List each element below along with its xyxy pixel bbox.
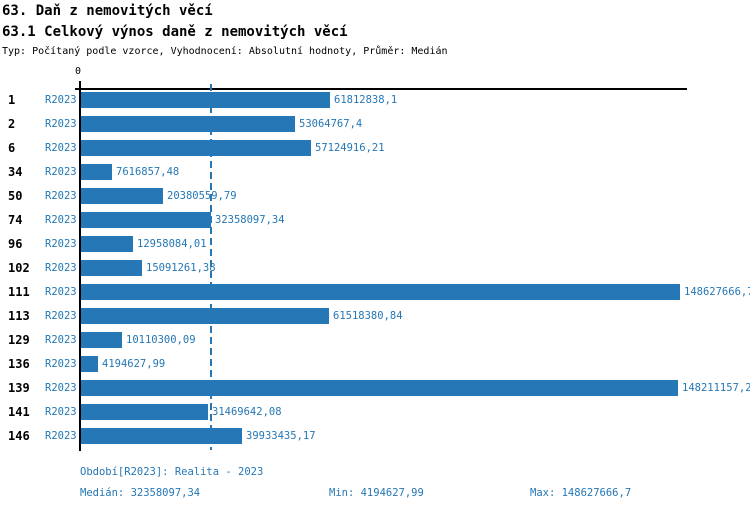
chart-row: 113 R2023 61518380,84 (0, 308, 750, 324)
row-series-label: R2023 (45, 310, 77, 322)
row-category-label: 96 (8, 237, 23, 251)
x-axis-line (75, 88, 687, 90)
row-series-label: R2023 (45, 94, 77, 106)
bar (81, 428, 242, 444)
chart-row: 139 R2023 148211157,2 (0, 380, 750, 396)
chart-row: 34 R2023 7616857,48 (0, 164, 750, 180)
bar-value-label: 53064767,4 (299, 118, 363, 130)
bar (81, 356, 98, 372)
row-series-label: R2023 (45, 430, 77, 442)
row-series-label: R2023 (45, 262, 77, 274)
bar (81, 308, 329, 324)
y-axis-line (79, 81, 81, 451)
bar (81, 236, 133, 252)
chart-row: 102 R2023 15091261,38 (0, 260, 750, 276)
row-series-label: R2023 (45, 118, 77, 130)
row-category-label: 102 (8, 261, 30, 275)
row-series-label: R2023 (45, 382, 77, 394)
bar-value-label: 31469642,08 (212, 406, 282, 418)
bar-value-label: 20380559,79 (167, 190, 237, 202)
row-category-label: 136 (8, 357, 30, 371)
bar (81, 92, 330, 108)
row-category-label: 6 (8, 141, 16, 155)
report-subtitle: 63.1 Celkový výnos daně z nemovitých věc… (2, 24, 348, 40)
report-meta: Typ: Počítaný podle vzorce, Vyhodnocení:… (2, 46, 448, 57)
row-series-label: R2023 (45, 166, 77, 178)
min-label: Min: 4194627,99 (329, 487, 424, 499)
bar-value-label: 61812838,1 (334, 94, 398, 106)
row-series-label: R2023 (45, 286, 77, 298)
chart-row: 146 R2023 39933435,17 (0, 428, 750, 444)
bar-value-label: 15091261,38 (146, 262, 216, 274)
bar-value-label: 39933435,17 (246, 430, 316, 442)
bar-value-label: 57124916,21 (315, 142, 385, 154)
bar-value-label: 32358097,34 (215, 214, 285, 226)
row-category-label: 2 (8, 117, 16, 131)
bar (81, 188, 163, 204)
bar-value-label: 61518380,84 (333, 310, 403, 322)
row-category-label: 129 (8, 333, 30, 347)
chart-row: 141 R2023 31469642,08 (0, 404, 750, 420)
row-category-label: 139 (8, 381, 30, 395)
chart-row: 111 R2023 148627666,7 (0, 284, 750, 300)
row-series-label: R2023 (45, 142, 77, 154)
bar-value-label: 148211157,2 (682, 382, 750, 394)
row-series-label: R2023 (45, 358, 77, 370)
bar-value-label: 4194627,99 (102, 358, 166, 370)
bar (81, 404, 208, 420)
bar (81, 164, 112, 180)
median-label: Medián: 32358097,34 (80, 487, 201, 499)
x-axis-zero-label: 0 (75, 66, 82, 77)
row-category-label: 74 (8, 213, 23, 227)
chart-row: 129 R2023 10110300,09 (0, 332, 750, 348)
chart-row: 1 R2023 61812838,1 (0, 92, 750, 108)
bar (81, 140, 311, 156)
report-title: 63. Daň z nemovitých věcí (2, 3, 213, 19)
chart-row: 136 R2023 4194627,99 (0, 356, 750, 372)
row-category-label: 34 (8, 165, 23, 179)
bar (81, 284, 680, 300)
row-category-label: 113 (8, 309, 30, 323)
row-category-label: 141 (8, 405, 30, 419)
bar (81, 380, 678, 396)
period-label: Období[R2023]: Realita - 2023 (80, 466, 264, 478)
row-category-label: 146 (8, 429, 30, 443)
chart-row: 50 R2023 20380559,79 (0, 188, 750, 204)
bar (81, 116, 295, 132)
bar-value-label: 7616857,48 (116, 166, 180, 178)
bar (81, 260, 142, 276)
chart-row: 74 R2023 32358097,34 (0, 212, 750, 228)
chart-row: 2 R2023 53064767,4 (0, 116, 750, 132)
bar (81, 212, 211, 228)
row-series-label: R2023 (45, 406, 77, 418)
row-series-label: R2023 (45, 214, 77, 226)
bar-value-label: 12958084,01 (137, 238, 207, 250)
row-category-label: 111 (8, 285, 30, 299)
bar (81, 332, 122, 348)
row-series-label: R2023 (45, 190, 77, 202)
bar-value-label: 10110300,09 (126, 334, 196, 346)
chart-row: 96 R2023 12958084,01 (0, 236, 750, 252)
row-series-label: R2023 (45, 334, 77, 346)
median-line (210, 84, 212, 450)
row-category-label: 50 (8, 189, 23, 203)
chart-row: 6 R2023 57124916,21 (0, 140, 750, 156)
row-series-label: R2023 (45, 238, 77, 250)
row-category-label: 1 (8, 93, 16, 107)
bar-value-label: 148627666,7 (684, 286, 750, 298)
max-label: Max: 148627666,7 (530, 487, 632, 499)
